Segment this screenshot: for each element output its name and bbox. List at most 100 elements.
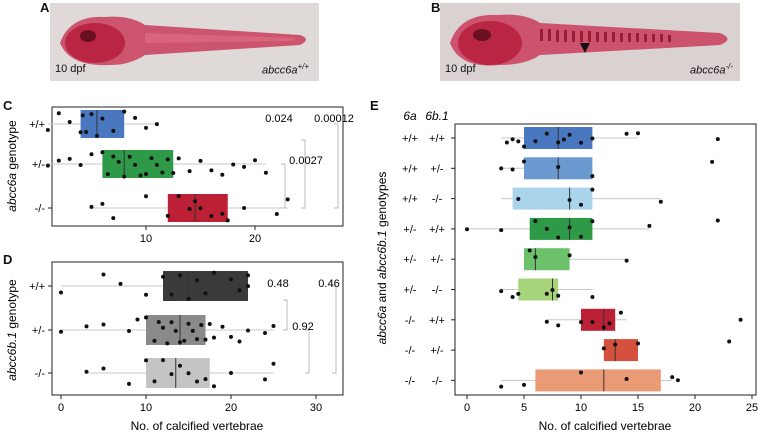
chart-d-point <box>178 340 182 345</box>
chart-e-point <box>567 197 572 202</box>
chart-e-point <box>499 289 504 294</box>
chart-e-point <box>510 167 515 172</box>
chart-c-point <box>231 162 236 167</box>
chart-c-point <box>56 158 61 163</box>
chart-e-ytick-label-6a: -/- <box>405 315 416 327</box>
chart-c-point <box>198 206 203 211</box>
chart-d-xtick-label: 10 <box>140 402 152 414</box>
chart-e-point <box>556 165 561 170</box>
chart-d-point <box>246 284 250 289</box>
chart-c-point <box>45 128 50 133</box>
chart-e-point <box>579 140 583 145</box>
chart-e-point <box>590 136 595 141</box>
chart-e-point <box>550 287 555 292</box>
chart-e-point <box>527 248 532 253</box>
panel-a-genotype-sup: +/+ <box>297 62 310 71</box>
chart-d-point <box>220 324 225 329</box>
chart-e-point <box>567 132 572 137</box>
chart-e-ylabel-gene-b: abcc6b.1 <box>375 230 389 279</box>
panel-c-label: C <box>3 98 13 113</box>
chart-e-point <box>590 294 595 299</box>
chart-d-point <box>178 273 182 278</box>
chart-e-point <box>533 139 538 144</box>
chart-e-point <box>499 384 504 389</box>
chart-e-xlabel: No. of calcified vertebrae <box>539 419 672 433</box>
chart-d-point <box>263 331 267 336</box>
chart-e-ytick-label-6a: +/- <box>403 285 416 297</box>
chart-e-frame <box>454 123 757 396</box>
chart-e-point <box>561 137 566 142</box>
chart-c-pvalue: 0.0027 <box>289 155 323 167</box>
chart-c-point <box>127 154 132 159</box>
photo-panel-b <box>440 3 740 81</box>
chart-c-point <box>67 119 72 124</box>
chart-d-point <box>203 377 208 382</box>
chart-e-col-header-6a: 6a <box>403 109 417 123</box>
chart-e-point <box>590 320 595 325</box>
chart-d-point <box>101 272 106 277</box>
chart-d-ylabel: abcc6b.1 genotype <box>5 279 19 381</box>
chart-e-point <box>567 225 572 230</box>
chart-c-point <box>133 162 138 167</box>
chart-e-point <box>499 228 504 233</box>
chart-c-box <box>167 194 228 222</box>
chart-e-box <box>524 248 570 271</box>
chart-e-point <box>647 223 652 228</box>
chart-d-box <box>163 271 248 301</box>
chart-e-xtick-label: 20 <box>689 402 701 414</box>
panel-a-label: A <box>40 0 50 15</box>
chart-d-point <box>190 328 195 333</box>
chart-e-xtick-label: 0 <box>464 402 470 414</box>
chart-c-bracket <box>301 139 306 209</box>
chart-c-point <box>84 129 89 134</box>
chart-c-point <box>209 168 214 173</box>
chart-c-point <box>165 213 170 218</box>
chart-e-point <box>567 253 572 258</box>
chart-e-point <box>544 319 549 324</box>
chart-c-point <box>105 172 110 177</box>
chart-e-point <box>522 382 526 387</box>
chart-c-point <box>100 201 105 206</box>
chart-c-point <box>67 156 72 161</box>
chart-d-bracket <box>283 299 288 331</box>
chart-c-point <box>111 128 116 133</box>
chart-c-ylabel: abcc6a genotype <box>5 120 19 212</box>
chart-e-point <box>556 140 561 145</box>
chart-d-box <box>146 358 210 388</box>
chart-c-point <box>144 125 148 130</box>
panel-a-genotype: abcc6a+/+ <box>262 62 309 77</box>
chart-d-point <box>169 292 174 297</box>
chart-c-point <box>100 150 105 155</box>
chart-c-ytick-label: -/- <box>35 203 46 215</box>
chart-d-point <box>186 371 191 376</box>
chart-e-ylabel-gene-a: abcc6a <box>375 305 389 344</box>
chart-d-point <box>178 363 182 368</box>
panel-b-label: B <box>431 0 441 15</box>
chart-d-point <box>195 379 199 384</box>
chart-e-box <box>581 308 616 331</box>
chart-e-xtick-label: 5 <box>521 402 527 414</box>
chart-c-point <box>138 173 143 178</box>
chart-c-box <box>80 110 125 138</box>
chart-e-ytick-label-6b1: -/- <box>432 194 443 206</box>
chart-e-point <box>579 202 583 207</box>
chart-d-point <box>271 361 276 366</box>
chart-c-point <box>220 211 225 216</box>
chart-d-point <box>144 292 148 297</box>
chart-e-box <box>512 187 593 210</box>
chart-c-point <box>220 172 225 177</box>
chart-e-point <box>522 144 526 149</box>
chart-e-ylabel-and: and <box>375 279 389 306</box>
chart-d-xtick-label: 30 <box>310 402 322 414</box>
chart-e-box <box>603 339 638 362</box>
panel-b-genotype-base: abcc6a <box>690 64 726 77</box>
chart-c-ytick-label: +/- <box>32 159 45 171</box>
chart-e-box <box>524 127 593 149</box>
chart-c-point <box>89 204 94 209</box>
chart-d-point <box>59 329 63 334</box>
panel-a-stage: 10 dpf <box>55 63 86 75</box>
chart-c-point <box>116 159 121 164</box>
chart-e-point <box>624 258 629 263</box>
chart-c-point <box>154 162 159 167</box>
chart-e-point <box>556 323 561 328</box>
